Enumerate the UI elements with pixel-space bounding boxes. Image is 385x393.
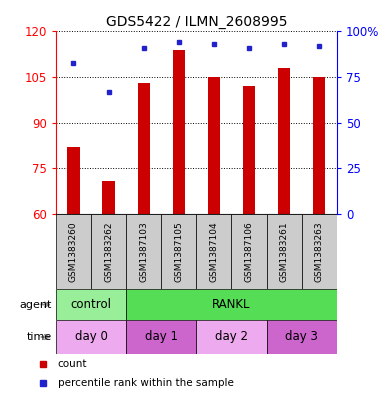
- Bar: [196, 320, 266, 354]
- Text: day 0: day 0: [75, 331, 107, 343]
- Text: time: time: [27, 332, 52, 342]
- Bar: [231, 214, 266, 289]
- Bar: [126, 289, 337, 320]
- Text: GSM1383260: GSM1383260: [69, 221, 78, 282]
- Bar: [313, 77, 325, 214]
- Bar: [102, 181, 115, 214]
- Bar: [67, 147, 80, 214]
- Text: percentile rank within the sample: percentile rank within the sample: [58, 378, 233, 388]
- Bar: [126, 214, 161, 289]
- Text: GSM1387106: GSM1387106: [244, 221, 254, 282]
- Text: day 2: day 2: [215, 331, 248, 343]
- Text: RANKL: RANKL: [212, 298, 251, 311]
- Bar: [243, 86, 255, 214]
- Bar: [302, 214, 337, 289]
- Text: day 3: day 3: [285, 331, 318, 343]
- Bar: [137, 83, 150, 214]
- Bar: [196, 214, 231, 289]
- Bar: [161, 214, 196, 289]
- Bar: [208, 77, 220, 214]
- Bar: [266, 320, 337, 354]
- Text: GSM1383261: GSM1383261: [280, 221, 289, 282]
- Bar: [172, 50, 185, 214]
- Bar: [56, 320, 126, 354]
- Bar: [266, 214, 302, 289]
- Text: day 1: day 1: [145, 331, 178, 343]
- Bar: [278, 68, 290, 214]
- Title: GDS5422 / ILMN_2608995: GDS5422 / ILMN_2608995: [105, 15, 287, 29]
- Text: GSM1387104: GSM1387104: [209, 221, 218, 282]
- Text: GSM1387103: GSM1387103: [139, 221, 148, 282]
- Text: GSM1383263: GSM1383263: [315, 221, 324, 282]
- Text: agent: agent: [20, 299, 52, 310]
- Text: count: count: [58, 358, 87, 369]
- Text: GSM1387105: GSM1387105: [174, 221, 183, 282]
- Text: GSM1383262: GSM1383262: [104, 221, 113, 282]
- Bar: [126, 320, 196, 354]
- Text: control: control: [70, 298, 111, 311]
- Bar: [56, 214, 91, 289]
- Bar: [56, 289, 126, 320]
- Bar: [91, 214, 126, 289]
